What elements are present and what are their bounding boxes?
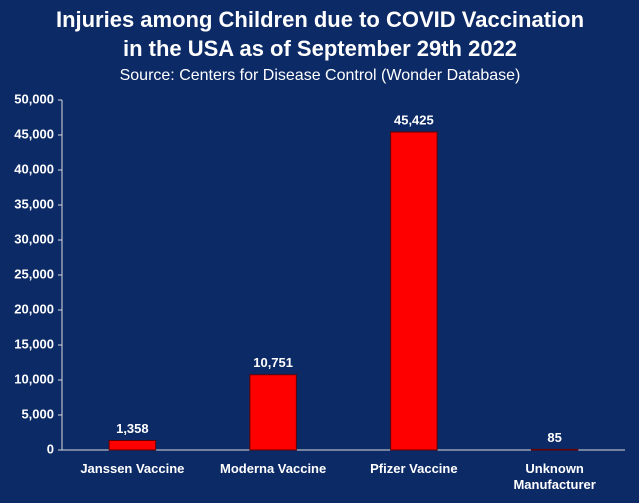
y-tick-label: 40,000 [14, 161, 54, 176]
y-tick-label: 45,000 [14, 126, 54, 141]
x-tick-label: Janssen Vaccine [80, 461, 185, 476]
chart-title: Injuries among Children due to COVID Vac… [56, 7, 584, 32]
value-label: 45,425 [394, 112, 434, 127]
y-tick-label: 0 [47, 441, 54, 456]
y-tick-label: 5,000 [21, 406, 54, 421]
value-label: 85 [547, 430, 561, 445]
y-tick-label: 25,000 [14, 266, 54, 281]
x-tick-label: Unknown Manufacturer [513, 461, 596, 492]
chart-title: in the USA as of September 29th 2022 [123, 36, 517, 61]
bar [530, 448, 579, 451]
x-tick-label: Moderna Vaccine [220, 461, 327, 476]
value-label: 1,358 [116, 421, 149, 436]
y-tick-label: 30,000 [14, 231, 54, 246]
bar [108, 439, 157, 451]
y-tick-label: 10,000 [14, 371, 54, 386]
x-tick-label: Pfizer Vaccine [370, 461, 458, 476]
chart-subtitle: Source: Centers for Disease Control (Won… [120, 67, 521, 84]
bar [390, 131, 438, 451]
value-label: 10,751 [253, 355, 293, 370]
y-tick-label: 50,000 [14, 91, 54, 106]
y-tick-label: 20,000 [14, 301, 54, 316]
bar [249, 374, 297, 451]
y-tick-label: 35,000 [14, 196, 54, 211]
y-tick-label: 15,000 [14, 336, 54, 351]
